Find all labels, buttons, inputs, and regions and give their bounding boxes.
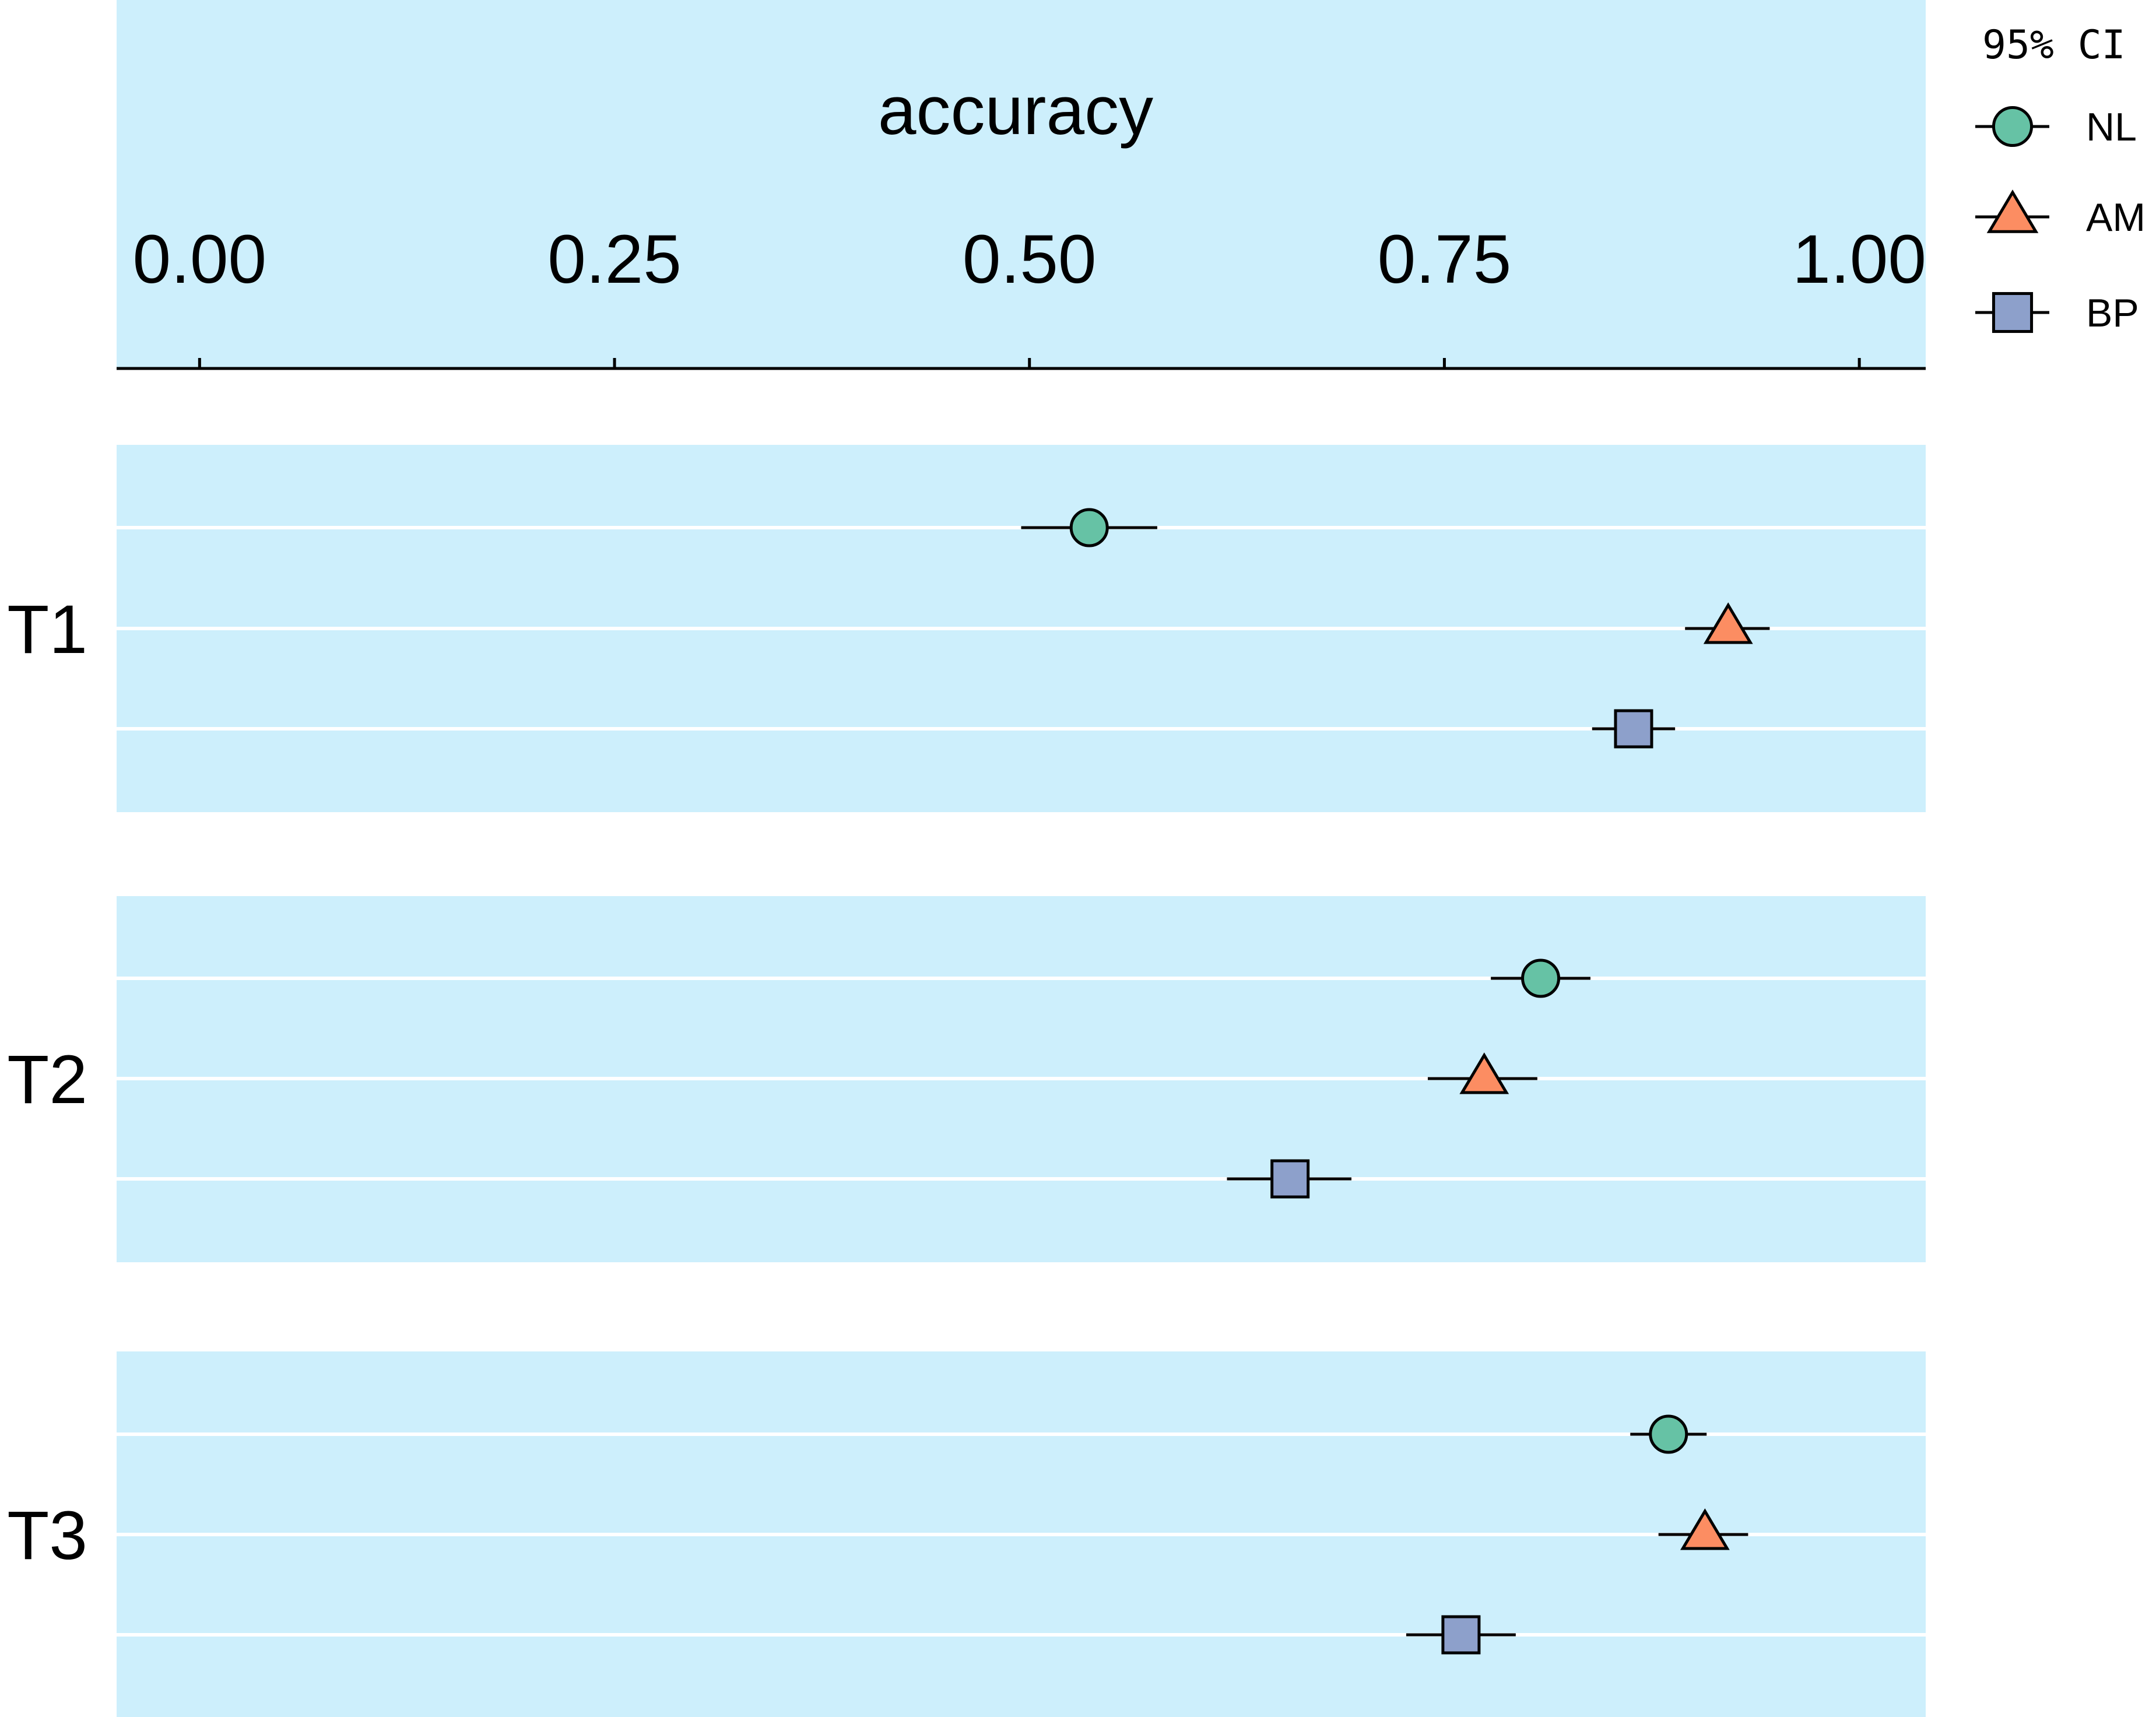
facet-panels: T1 T2 T3: [7, 445, 1926, 1717]
x-tick-label: 0.00: [133, 221, 267, 298]
x-tick-label: 1.00: [1792, 221, 1926, 298]
x-axis-ticks: 0.00 0.25 0.50 0.75 1.00: [133, 221, 1926, 368]
point-am-t3: [1680, 1508, 1730, 1550]
point-nl-t3: [1649, 1414, 1688, 1454]
legend: 95% CI NL AM BP: [1975, 22, 2146, 335]
point-am-t2: [1459, 1052, 1509, 1094]
point-nl-t2: [1521, 958, 1561, 998]
point-bp-t2: [1270, 1159, 1310, 1199]
facet-label: T2: [7, 1041, 87, 1118]
facet-label: T1: [7, 591, 87, 668]
data-marks: [1021, 508, 1770, 1655]
point-nl-t1: [1069, 508, 1109, 547]
point-bp-t3: [1441, 1615, 1481, 1655]
legend-key-nl: [1992, 106, 2034, 148]
x-tick-label: 0.25: [547, 221, 682, 298]
x-tick-label: 0.50: [963, 221, 1097, 298]
legend-label-nl: NL: [2086, 105, 2137, 149]
x-axis-title: accuracy: [878, 72, 1153, 149]
legend-key-bp: [1992, 292, 2034, 333]
legend-label-bp: BP: [2086, 291, 2139, 335]
point-am-t1: [1703, 602, 1753, 644]
facet-label: T3: [7, 1497, 87, 1574]
legend-title: 95% CI: [1982, 22, 2126, 68]
legend-key-am: [1986, 189, 2039, 233]
point-bp-t1: [1614, 709, 1653, 749]
axis-panel: [117, 0, 1926, 368]
legend-label-am: AM: [2086, 195, 2146, 240]
x-tick-label: 0.75: [1378, 221, 1512, 298]
